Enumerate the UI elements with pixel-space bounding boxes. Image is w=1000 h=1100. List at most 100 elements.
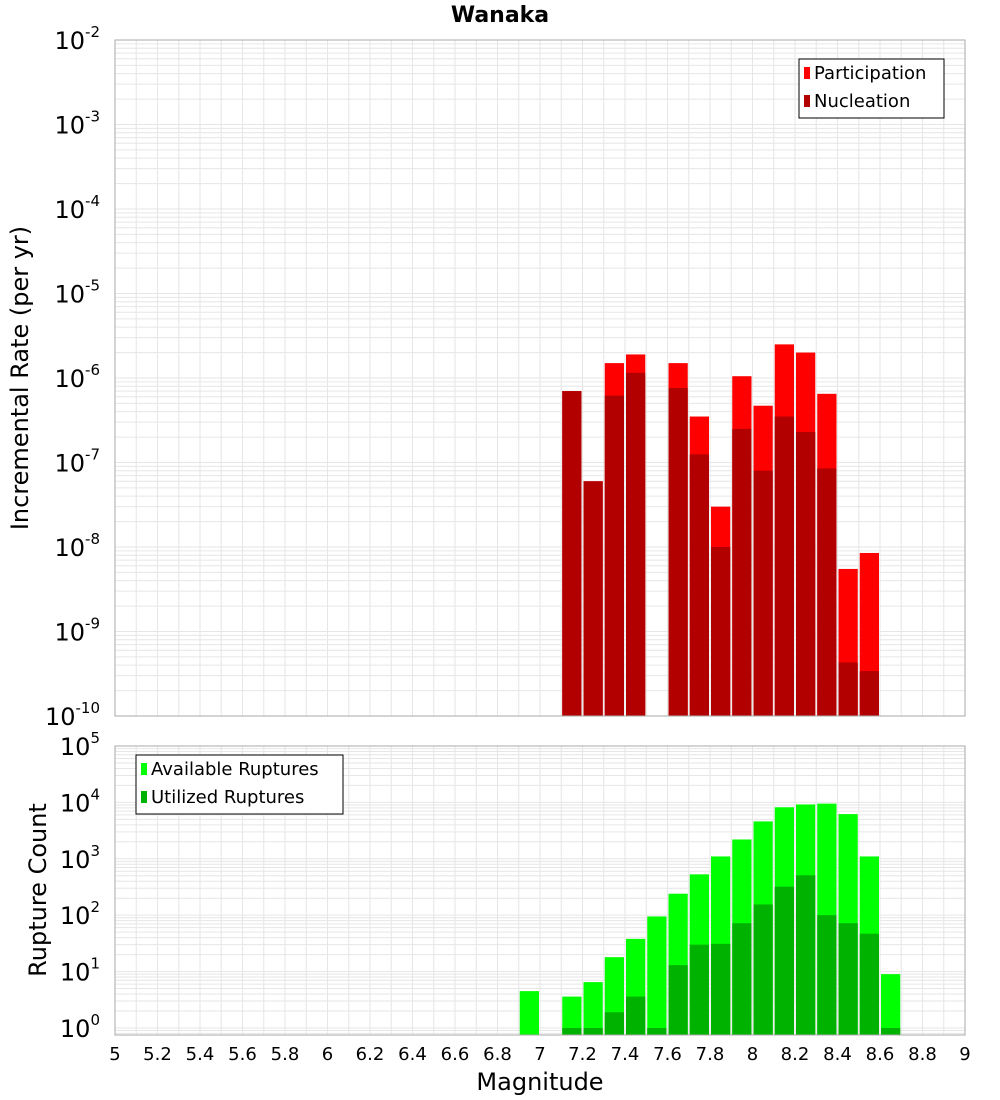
nucleation-bar <box>562 391 582 716</box>
y-tick-label: 105 <box>60 729 100 761</box>
utilized-ruptures-bar <box>796 875 816 1035</box>
utilized-ruptures-bar <box>583 1027 603 1035</box>
legend-swatch <box>804 67 810 79</box>
y-tick-exponent: -2 <box>85 23 100 41</box>
legend-swatch <box>804 95 810 107</box>
y-tick-base: 10 <box>54 365 85 393</box>
available-ruptures-bar <box>562 996 582 1035</box>
x-tick-label: 7 <box>534 1044 545 1065</box>
y-tick-exponent: -5 <box>85 277 100 295</box>
y-tick-label: 100 <box>60 1011 100 1043</box>
x-tick-label: 6.2 <box>356 1044 385 1065</box>
y-tick-base: 10 <box>45 703 76 731</box>
top-legend: Participation Nucleation <box>798 58 945 119</box>
x-tick-label: 7.4 <box>611 1044 640 1065</box>
utilized-ruptures-bar <box>881 1027 901 1035</box>
top-plot-border <box>114 39 966 717</box>
nucleation-bar <box>711 547 731 716</box>
y-tick-base: 10 <box>60 902 91 930</box>
utilized-ruptures-bar <box>711 943 731 1035</box>
nucleation-bar <box>689 454 709 716</box>
y-tick-exponent: -3 <box>85 108 100 126</box>
y-tick-exponent: 1 <box>90 955 100 973</box>
utilized-ruptures-bar <box>689 944 709 1035</box>
y-tick-exponent: -6 <box>85 361 100 379</box>
bottom-y-axis-label: Rupture Count <box>24 803 52 977</box>
utilized-ruptures-bar <box>859 933 879 1035</box>
y-tick-base: 10 <box>54 450 85 478</box>
nucleation-bar <box>626 372 646 716</box>
nucleation-bar <box>796 431 816 716</box>
nucleation-bar <box>732 428 752 716</box>
bottom-bars <box>519 803 901 1035</box>
y-tick-base: 10 <box>60 846 91 874</box>
legend-label: Utilized Ruptures <box>151 787 304 808</box>
top-panel: 10-210-310-410-510-610-710-810-910-10 In… <box>6 23 966 731</box>
x-tick-label: 9 <box>959 1044 970 1065</box>
utilized-ruptures-bar <box>647 1027 667 1035</box>
legend-label: Available Ruptures <box>151 759 319 780</box>
bottom-plot-border <box>114 745 966 1036</box>
y-tick-exponent: -10 <box>76 699 101 717</box>
y-tick-label: 10-6 <box>54 361 100 393</box>
y-tick-label: 10-9 <box>54 615 100 647</box>
y-tick-label: 104 <box>60 785 100 817</box>
y-tick-exponent: 2 <box>90 898 100 916</box>
nucleation-bar <box>604 395 624 716</box>
utilized-ruptures-bar <box>774 886 794 1035</box>
utilized-ruptures-bar <box>732 923 752 1035</box>
x-tick-label: 7.8 <box>696 1044 725 1065</box>
top-y-tick-labels: 10-210-310-410-510-610-710-810-910-10 <box>45 23 100 731</box>
legend-box <box>135 754 344 815</box>
x-tick-label: 6.8 <box>483 1044 512 1065</box>
nucleation-bar <box>859 671 879 716</box>
x-tick-label: 8.8 <box>908 1044 937 1065</box>
x-tick-label: 6.4 <box>398 1044 427 1065</box>
y-tick-base: 10 <box>54 619 85 647</box>
legend-box <box>798 58 945 119</box>
y-tick-base: 10 <box>54 534 85 562</box>
y-tick-base: 10 <box>54 112 85 140</box>
y-tick-exponent: -8 <box>85 530 100 548</box>
y-tick-label: 10-7 <box>54 446 100 478</box>
y-tick-exponent: 0 <box>90 1011 100 1029</box>
y-tick-exponent: -9 <box>85 615 100 633</box>
x-axis-label: Magnitude <box>476 1068 603 1096</box>
top-bars <box>562 344 879 716</box>
legend-label: Participation <box>814 63 926 84</box>
chart-title: Wanaka <box>451 3 549 28</box>
y-tick-label: 101 <box>60 955 100 987</box>
nucleation-bar <box>774 416 794 716</box>
x-tick-label: 8.4 <box>823 1044 852 1065</box>
nucleation-bar <box>838 662 858 716</box>
top-y-axis-label: Incremental Rate (per yr) <box>6 226 34 530</box>
utilized-ruptures-bar <box>838 923 858 1035</box>
x-tick-label: 5.4 <box>186 1044 215 1065</box>
nucleation-bar <box>817 468 837 716</box>
utilized-ruptures-bar <box>626 996 646 1035</box>
utilized-ruptures-bar <box>817 915 837 1035</box>
utilized-ruptures-bar <box>668 965 688 1035</box>
available-ruptures-bar <box>647 916 667 1035</box>
y-tick-base: 10 <box>60 789 91 817</box>
nucleation-bar <box>668 388 688 716</box>
x-tick-label: 5.6 <box>228 1044 257 1065</box>
utilized-ruptures-bar <box>753 904 773 1035</box>
y-tick-base: 10 <box>54 196 85 224</box>
x-tick-label: 6 <box>322 1044 333 1065</box>
x-tick-label: 5.2 <box>143 1044 172 1065</box>
y-tick-exponent: 4 <box>90 785 100 803</box>
y-tick-exponent: -4 <box>85 192 100 210</box>
y-tick-base: 10 <box>54 281 85 309</box>
y-tick-label: 10-4 <box>54 192 100 224</box>
y-tick-base: 10 <box>54 27 85 55</box>
nucleation-bar <box>583 481 603 716</box>
x-tick-labels: 5 5.2 5.4 5.6 5.8 6 6.2 6.4 6.6 6.8 7 7.2 7.4 7.6 7.8 8… <box>109 1044 970 1065</box>
y-tick-base: 10 <box>60 959 91 987</box>
y-tick-exponent: 3 <box>90 842 100 860</box>
x-tick-label: 8 <box>747 1044 758 1065</box>
x-tick-label: 6.6 <box>441 1044 470 1065</box>
top-grid <box>114 40 966 717</box>
